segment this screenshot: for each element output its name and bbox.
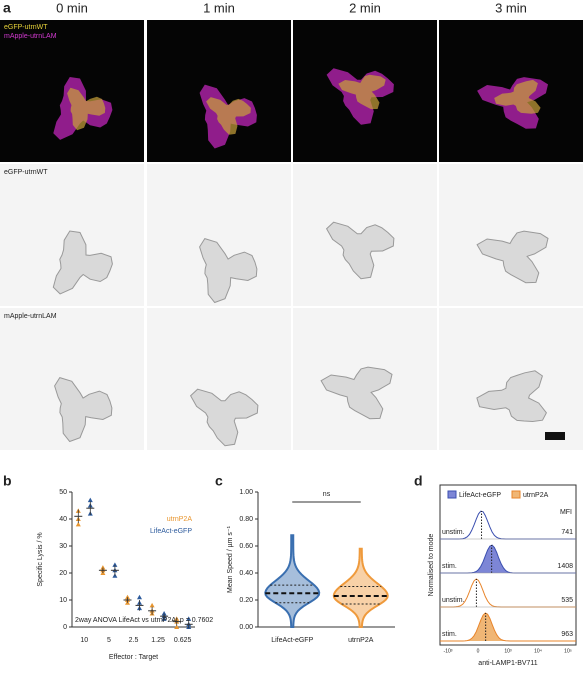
replicate-point [161,611,167,616]
y-tick-label: 10 [59,597,67,604]
y-tick-label: 20 [59,570,67,577]
legend-swatch [511,490,521,499]
replicate-point [100,565,106,570]
time-label: 0 min [56,0,88,15]
replicate-point [87,497,93,503]
mfi-value: 741 [561,529,573,536]
x-tick-label: 5 [107,637,111,644]
mfi-value: 1408 [557,563,573,570]
y-axis-label: Specific Lysis / % [37,532,44,586]
replicate-point [137,594,142,600]
y-tick-label: 0.80 [239,516,253,523]
replicate-point [125,594,130,600]
y-tick-label: 30 [59,543,67,550]
time-label: 1 min [203,0,235,15]
replicate-point [149,602,155,608]
x-axis-label: Effector : Target [109,654,158,661]
legend-entry: LifeAct-eGFP [150,528,192,535]
panel-label: b [3,473,12,489]
row-label: stim. [442,631,457,638]
replicate-point [186,616,192,621]
legend-swatch [447,490,457,499]
legend-entry: LifeAct-eGFP [459,492,501,499]
annotation: 2way ANOVA LifeAct vs utrnP2A: p = 0.760… [75,617,213,624]
y-axis-label: Normalised to mode [428,534,435,597]
cell-grey [199,238,258,304]
x-tick-label: LifeAct-eGFP [271,637,313,644]
cell-grey [476,370,547,423]
y-tick-label: 1.00 [239,489,253,496]
annotation: ns [323,491,331,498]
cell-yellow [206,97,251,135]
mfi-value: 535 [561,597,573,604]
row-label: mApple-utrnLAM [4,313,57,320]
y-tick-label: 0.00 [239,624,253,631]
overlay-legend: mApple-utrnLAM [4,33,57,40]
panel-label: d [414,473,423,489]
x-tick-label: 10⁵ [564,648,572,654]
overlay-legend: eGFP-utrnWT [4,24,48,31]
cell-grey [54,377,113,443]
replicate-point [112,562,118,567]
replicate-point [75,521,81,527]
row-label: unstim. [442,597,465,604]
cell-grey [52,230,113,295]
row-label: unstim. [442,529,465,536]
cell-grey [325,221,395,280]
cell-yellow [494,79,541,114]
plot-frame [439,484,577,646]
scale-bar [545,432,565,440]
x-tick-label: 0.625 [174,637,192,644]
time-label: 2 min [349,0,381,15]
mfi-value: 963 [561,631,573,638]
x-tick-label: -10³ [444,648,453,654]
y-tick-label: 0 [63,624,67,631]
x-axis-label: anti-LAMP1-BV711 [478,660,538,667]
legend-entry: utrnP2A [167,516,193,523]
cell-grey [320,366,393,420]
violin [332,547,389,628]
mfi-header: MFI [560,509,572,516]
x-tick-label: 10⁴ [534,648,542,654]
x-tick-label: 10 [80,637,88,644]
cell-yellow [338,74,386,110]
y-tick-label: 0.20 [239,597,253,604]
cell-yellow [67,87,106,131]
cell-grey [476,230,549,284]
legend-entry: utrnP2A [523,492,549,499]
replicate-point [174,624,180,629]
micrograph [439,164,583,306]
row-label: stim. [442,563,457,570]
time-label: 3 min [495,0,527,15]
panel-label: c [215,473,223,489]
violin [264,534,321,628]
x-tick-label: 1.25 [151,637,165,644]
y-tick-label: 0.60 [239,543,253,550]
y-tick-label: 40 [59,516,67,523]
row-label: eGFP-utrnWT [4,169,48,176]
y-axis-label: Mean Speed / µm s⁻¹ [227,525,234,593]
histogram [440,612,576,642]
cell-grey [189,388,259,447]
x-tick-label: 2.5 [129,637,139,644]
x-tick-label: 10³ [504,648,512,654]
x-tick-label: 0 [477,648,480,654]
panel-label: a [3,0,11,16]
histogram [440,544,576,574]
x-tick-label: utrnP2A [348,637,374,644]
y-tick-label: 50 [59,489,67,496]
y-tick-label: 0.40 [239,570,253,577]
